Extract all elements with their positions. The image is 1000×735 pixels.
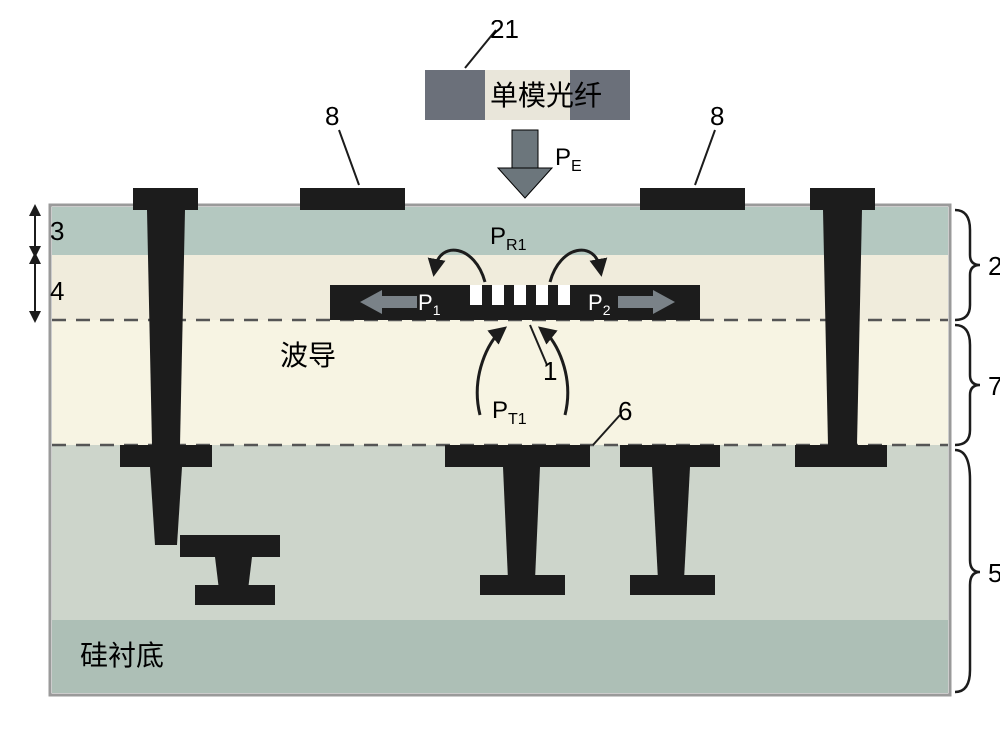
label-8a: 8 xyxy=(325,101,339,131)
via-left-shaft xyxy=(147,210,185,445)
pe-arrow xyxy=(498,130,552,198)
label-6: 6 xyxy=(618,396,632,426)
via-right-cap xyxy=(810,188,875,210)
label-4: 4 xyxy=(50,276,64,306)
label-substrate: 硅衬底 xyxy=(80,640,164,671)
via3-shaft xyxy=(652,467,690,580)
layer-waveguide xyxy=(52,320,948,445)
via-right-shaft xyxy=(823,210,862,445)
via-right-land xyxy=(795,445,887,467)
label-7: 7 xyxy=(988,371,1000,401)
label-21: 21 xyxy=(490,20,519,44)
via3-land xyxy=(620,445,720,467)
via-left-lower xyxy=(150,467,182,545)
mid-land xyxy=(445,445,590,467)
label-5: 5 xyxy=(988,558,1000,588)
metal-lower-left xyxy=(180,535,280,557)
braces xyxy=(955,210,980,692)
layer-substrate xyxy=(52,620,948,693)
label-waveguide: 波导 xyxy=(280,340,336,371)
mid-shaft xyxy=(503,467,540,580)
diagram-svg: 21 单模光纤 8 8 3 4 2 7 5 波导 硅衬底 1 6 PE PR1 … xyxy=(20,20,1000,715)
metal-bottom-left xyxy=(195,585,275,605)
label-1: 1 xyxy=(543,356,557,386)
via3-bottom xyxy=(630,575,715,595)
sym-PE: PE xyxy=(555,144,582,175)
pad-8-left xyxy=(300,188,405,210)
pad-8-right xyxy=(640,188,745,210)
label-fiber: 单模光纤 xyxy=(490,80,602,111)
label-8b: 8 xyxy=(710,101,724,131)
via-left-cap xyxy=(133,188,198,210)
via-left-land xyxy=(120,445,212,467)
mid-bottom xyxy=(480,575,565,595)
label-3: 3 xyxy=(50,216,64,246)
label-2: 2 xyxy=(988,251,1000,281)
